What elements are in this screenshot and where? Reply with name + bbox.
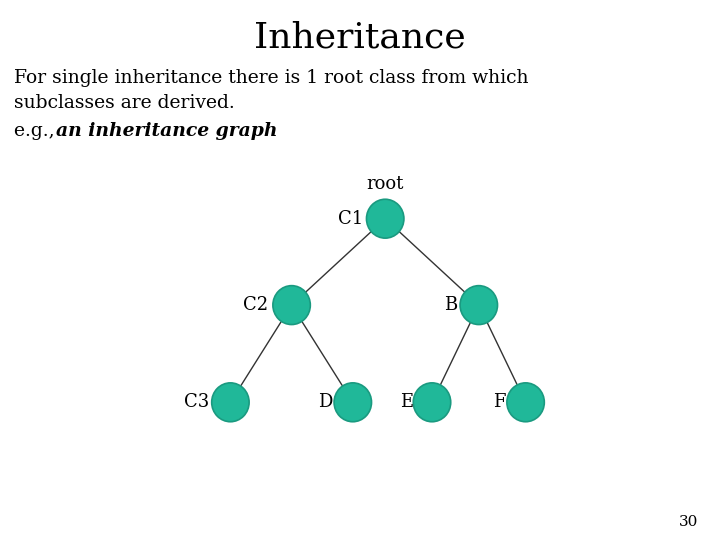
Text: C3: C3: [184, 393, 209, 411]
Text: e.g.,: e.g.,: [14, 122, 61, 140]
Text: root: root: [366, 174, 404, 193]
Text: E: E: [400, 393, 413, 411]
Text: D: D: [318, 393, 333, 411]
Ellipse shape: [273, 286, 310, 325]
Text: C2: C2: [243, 296, 269, 314]
Ellipse shape: [366, 199, 404, 238]
Ellipse shape: [460, 286, 498, 325]
Text: F: F: [493, 393, 505, 411]
Ellipse shape: [212, 383, 249, 422]
Ellipse shape: [334, 383, 372, 422]
Text: B: B: [444, 296, 457, 314]
Text: For single inheritance there is 1 root class from which: For single inheritance there is 1 root c…: [14, 69, 529, 87]
Text: subclasses are derived.: subclasses are derived.: [14, 93, 235, 112]
Ellipse shape: [507, 383, 544, 422]
Text: Inheritance: Inheritance: [254, 21, 466, 55]
Text: an inheritance graph: an inheritance graph: [56, 122, 278, 140]
Text: 30: 30: [679, 515, 698, 529]
Text: C1: C1: [338, 210, 364, 228]
Ellipse shape: [413, 383, 451, 422]
